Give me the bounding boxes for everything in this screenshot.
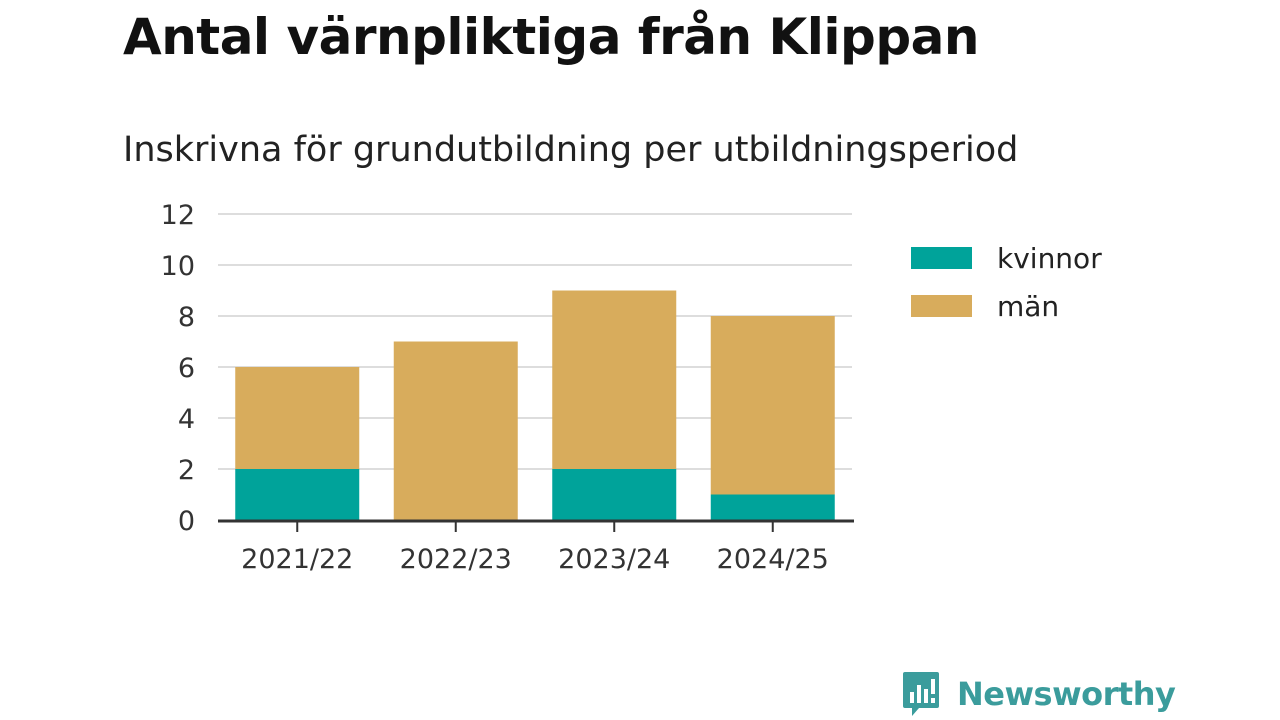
bar-chart-speech-bubble-icon [903,672,939,716]
bar-man-2022-23 [393,341,518,520]
x-tick-label: 2024/25 [717,544,829,575]
bar-kvinnor-2024-25 [710,494,835,520]
chart-title: Antal värnpliktiga från Klippan [123,8,979,66]
bar-man-2024-25 [710,316,835,495]
brand-name: Newsworthy [957,675,1176,713]
x-tick-label: 2023/24 [558,544,670,575]
legend-swatch-man [911,295,972,317]
bar-man-2023-24 [552,290,677,469]
legend-swatch-kvinnor [911,247,972,269]
y-tick-label: 2 [178,455,195,486]
y-tick-label: 8 [178,302,195,333]
axes: 0 2 4 6 8 10 12 2021/22 2022/23 2023/24 2024/25 [161,200,854,575]
bar-kvinnor-2023-24 [552,469,677,520]
bar-kvinnor-2021-22 [235,469,360,520]
y-tick-label: 6 [178,353,195,384]
legend-label-man: män [997,290,1059,323]
newsworthy-logo: Newsworthy [901,670,1176,718]
y-tick-label: 4 [178,404,195,435]
y-tick-label: 10 [161,251,195,282]
legend-label-kvinnor: kvinnor [997,242,1102,275]
bars [235,290,835,520]
x-tick-label: 2022/23 [400,544,512,575]
y-tick-label: 0 [178,506,195,537]
y-tick-label: 12 [161,200,195,231]
chart-subtitle: Inskrivna för grundutbildning per utbild… [123,130,1019,170]
x-tick-label: 2021/22 [241,544,353,575]
bar-man-2021-22 [235,367,360,469]
legend: kvinnor män [911,242,1102,323]
